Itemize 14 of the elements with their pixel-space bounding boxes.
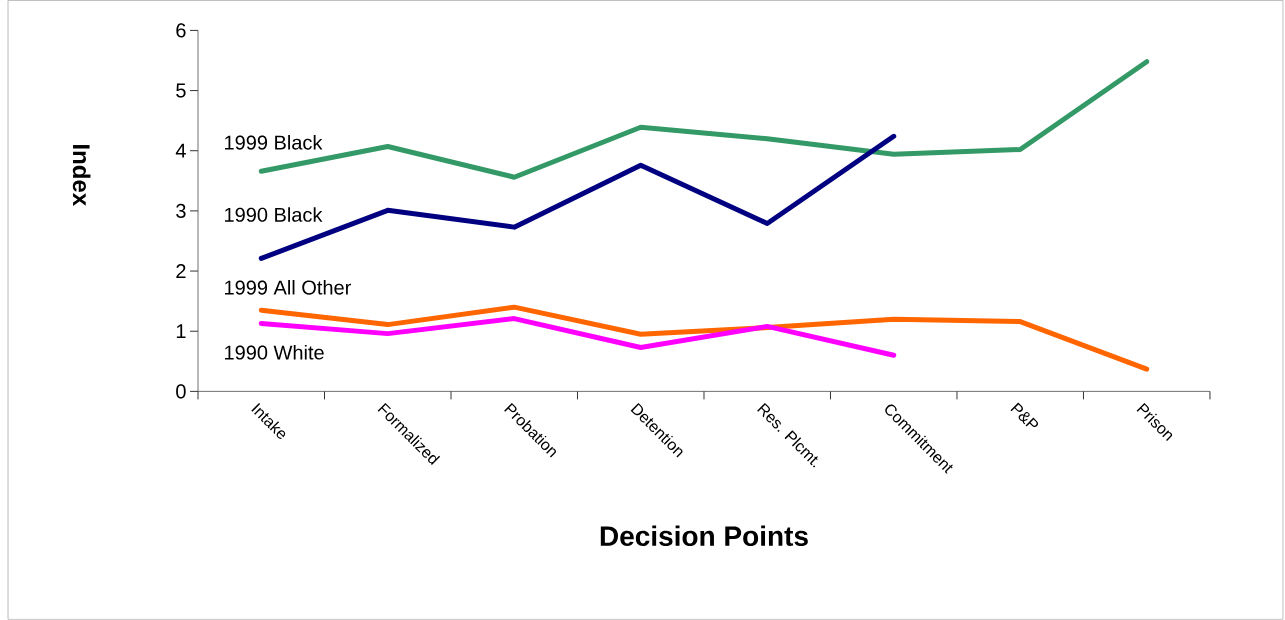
y-tick-label: 3	[176, 203, 186, 219]
y-tick-label: 0	[176, 384, 186, 399]
series-label: 1999 All Other	[225, 280, 351, 295]
x-tick-label: P&P	[1010, 402, 1039, 428]
y-axis-title: Index	[72, 145, 91, 207]
y-tick-label: 4	[175, 143, 186, 158]
series-label: 1999 Black	[225, 135, 323, 150]
y-tick-label: 6	[176, 23, 186, 38]
series-label: 1990 White	[225, 345, 324, 360]
x-axis-title: Decision Points	[600, 525, 808, 547]
y-tick-label: 2	[176, 264, 186, 279]
y-tick-label: 5	[176, 83, 186, 98]
series-label: 1990 Black	[225, 207, 323, 222]
y-tick-label: 1	[176, 324, 186, 339]
